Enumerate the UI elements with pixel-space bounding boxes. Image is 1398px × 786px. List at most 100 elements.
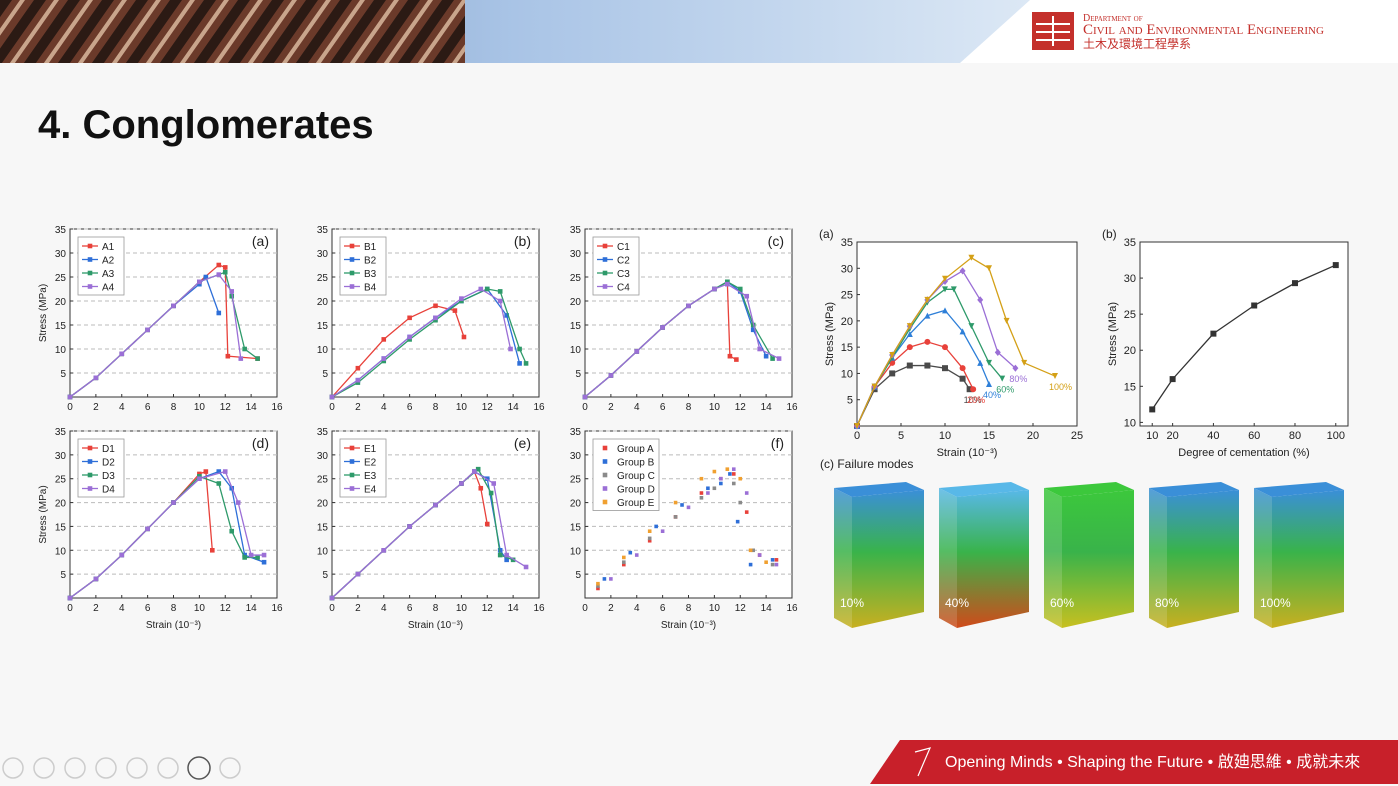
data-point xyxy=(197,476,202,482)
data-point xyxy=(517,361,522,366)
series-line xyxy=(1151,264,1337,410)
x-tick-label: 8 xyxy=(171,603,177,614)
data-point xyxy=(381,356,387,361)
x-tick-label: 16 xyxy=(786,402,798,413)
data-point xyxy=(504,552,509,558)
specimen-cube: 10% xyxy=(834,482,924,628)
plot-frame xyxy=(1139,241,1349,427)
y-tick-label: 5 xyxy=(322,369,328,380)
x-tick-label: 14 xyxy=(761,402,773,413)
data-point xyxy=(727,353,733,359)
legend-marker xyxy=(602,499,608,505)
series-label: 10% xyxy=(964,395,982,405)
specimen-cube: 40% xyxy=(939,482,1029,628)
specimen-label: 80% xyxy=(1155,596,1179,610)
data-point xyxy=(942,307,948,314)
legend-label: D3 xyxy=(102,471,115,482)
legend-label: A2 xyxy=(102,256,115,267)
cube-side xyxy=(852,490,924,628)
data-point xyxy=(145,327,150,333)
data-point xyxy=(977,296,984,304)
y-tick-label: 30 xyxy=(317,451,329,462)
data-point xyxy=(216,310,222,316)
x-tick-label: 2 xyxy=(355,603,361,614)
data-point xyxy=(647,536,652,541)
toolbar-button[interactable] xyxy=(2,757,24,779)
x-tick-label: 16 xyxy=(533,603,545,614)
legend-label: Group C xyxy=(617,471,655,482)
x-tick-label: 60 xyxy=(1248,430,1260,442)
data-point xyxy=(1169,376,1176,383)
data-point xyxy=(770,356,775,361)
toolbar-button[interactable] xyxy=(157,757,179,779)
data-point xyxy=(738,500,743,505)
x-tick-label: 12 xyxy=(735,402,747,413)
data-point xyxy=(67,595,73,601)
cube-side xyxy=(957,490,1029,628)
data-point xyxy=(942,344,948,351)
cube-front xyxy=(1149,488,1167,628)
legend-marker xyxy=(349,257,355,262)
data-point xyxy=(712,469,717,474)
data-point xyxy=(1052,373,1058,380)
toolbar-button[interactable] xyxy=(95,757,117,779)
x-tick-label: 10 xyxy=(939,430,951,442)
legend-marker xyxy=(349,472,355,478)
y-tick-label: 10 xyxy=(1124,417,1136,429)
toolbar-button[interactable] xyxy=(219,757,241,779)
x-tick-label: 4 xyxy=(634,402,640,413)
x-tick-label: 10 xyxy=(456,402,468,413)
y-tick-label: 5 xyxy=(847,395,853,407)
x-tick-label: 12 xyxy=(482,603,494,614)
y-tick-label: 20 xyxy=(317,499,329,510)
y-tick-label: 25 xyxy=(317,273,329,284)
data-point xyxy=(452,308,458,313)
data-point xyxy=(497,552,503,558)
x-tick-label: 40 xyxy=(1207,430,1219,442)
data-point xyxy=(994,348,1001,356)
legend-marker xyxy=(349,243,355,249)
x-axis-label: Strain (10⁻³) xyxy=(937,447,998,459)
x-tick-label: 10 xyxy=(709,402,721,413)
toolbar-button[interactable] xyxy=(33,757,55,779)
series-label: 60% xyxy=(996,385,1014,395)
data-point xyxy=(737,286,743,292)
data-point xyxy=(216,481,222,486)
data-point xyxy=(986,265,992,272)
dept-name: Civil and Environmental Engineering xyxy=(1083,22,1324,38)
x-tick-label: 100 xyxy=(1327,430,1345,442)
legend-marker xyxy=(87,459,93,464)
legend-marker xyxy=(602,445,608,451)
panel-label: (f) xyxy=(771,435,784,451)
x-tick-label: 16 xyxy=(271,402,283,413)
y-tick-label: 15 xyxy=(570,321,582,332)
data-point xyxy=(222,265,228,270)
data-point xyxy=(238,356,244,361)
x-tick-label: 20 xyxy=(1027,430,1039,442)
data-point xyxy=(942,286,948,293)
data-point xyxy=(488,490,494,496)
data-point xyxy=(673,500,678,505)
x-tick-label: 8 xyxy=(433,402,439,413)
data-point xyxy=(261,559,267,565)
x-tick-label: 4 xyxy=(381,603,387,614)
cube-top xyxy=(939,482,1029,497)
x-tick-label: 8 xyxy=(171,402,177,413)
y-tick-label: 10 xyxy=(55,345,67,356)
data-point xyxy=(261,552,267,558)
x-tick-label: 12 xyxy=(220,402,232,413)
data-point xyxy=(523,361,529,366)
y-axis-label: Stress (MPa) xyxy=(1107,302,1119,366)
toolbar-button[interactable] xyxy=(64,757,86,779)
dept-name: Department of xyxy=(1083,13,1143,24)
y-tick-label: 35 xyxy=(55,225,67,236)
x-tick-label: 10 xyxy=(194,603,206,614)
data-point xyxy=(475,466,481,472)
toolbar-button[interactable] xyxy=(187,756,211,780)
data-point xyxy=(959,375,966,382)
legend-marker xyxy=(349,270,355,276)
toolbar-button[interactable] xyxy=(126,757,148,779)
data-point xyxy=(654,524,658,529)
data-point xyxy=(770,562,775,567)
